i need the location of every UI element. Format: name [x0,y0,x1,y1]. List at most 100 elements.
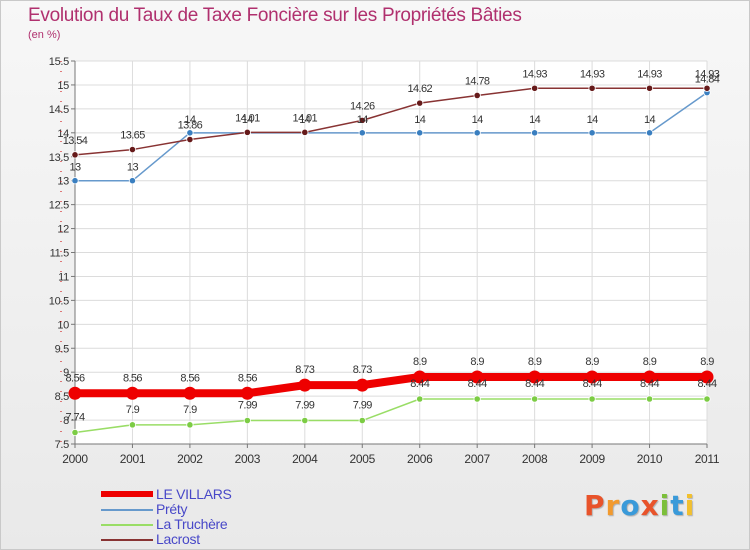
data-point [473,129,481,137]
data-label: 14 [184,114,196,126]
data-point [358,116,366,124]
data-label: 13 [69,162,81,174]
data-label: 14.93 [637,68,662,80]
data-point [71,177,79,185]
data-label: 7.9 [183,404,197,416]
data-point [71,428,79,437]
data-point [128,421,137,429]
y-tick-label: 14 [57,128,69,140]
data-point [531,395,539,403]
data-labels: 13 13 14 14 14 14 14 14 14 14 14 14.84 13.54 13.65 13.… [63,68,721,424]
data-label: 8.73 [295,364,314,376]
x-tick-label: 2000 [62,452,88,466]
data-label: 7.99 [353,400,372,412]
data-point [643,370,657,384]
y-tick-label: 9.5 [55,343,70,355]
data-label: 7.99 [295,400,314,412]
data-point [588,129,596,137]
data-label: 8.44 [640,378,659,390]
y-tick-label: 7.5 [55,439,70,451]
data-point [358,129,366,137]
data-label: 14.84 [695,74,720,86]
y-tick-label: 11 [58,271,69,283]
data-point [298,378,312,392]
data-label: 8.9 [413,356,427,368]
legend-swatch-lacrost [101,539,153,541]
data-point [645,395,654,403]
data-label: 13 [127,162,139,174]
x-tick-label: 2006 [407,452,433,466]
y-tick-label: 10 [57,319,69,331]
data-label: 8.9 [643,356,657,368]
x-tick-label: 2011 [695,452,720,466]
data-label: 8.56 [65,372,84,384]
data-point [473,91,481,100]
data-label: 13.86 [178,120,203,132]
logo-letter: t [670,489,685,522]
x-tick-label: 2005 [350,452,376,466]
data-point [700,370,714,384]
legend-swatch-le-villars [101,491,153,497]
x-tick-label: 2004 [292,452,318,466]
y-tick-label: 8 [63,415,69,427]
data-point [301,416,309,425]
legend-label: Lacrost [156,531,200,547]
data-label: 14.62 [407,83,432,95]
logo-letter: x [640,489,660,522]
data-label: 8.73 [353,364,372,376]
data-label: 7.9 [126,404,140,416]
logo-letter: P [584,489,606,522]
logo-letter: o [620,489,641,522]
y-tick-label: 15 [57,80,69,92]
proxiti-logo: Proxiti [584,489,695,522]
data-point [125,386,139,400]
data-point [243,128,251,136]
data-point [703,84,711,92]
axes: 7.588.599.51010.51111.51212.51313.51414.… [49,56,720,466]
data-point [358,416,366,425]
data-point [183,386,197,400]
legend-label: La Truchère [156,516,228,532]
legend-label: Préty [156,501,188,517]
data-point [240,386,254,400]
data-label: 13.65 [120,130,145,142]
logo-letter: i [684,489,696,522]
x-tick-label: 2010 [637,452,663,466]
data-point [413,370,427,384]
data-point [416,395,424,403]
y-tick-label: 8.5 [55,391,70,403]
data-label: 14.93 [522,68,547,80]
data-label: 14.01 [235,112,260,124]
data-label: 14 [242,114,254,126]
data-point [703,395,711,403]
legend-swatch-prety [101,509,153,511]
y-tick-label: 10.5 [49,295,69,307]
data-label: 13.54 [63,135,88,147]
series-line-0 [75,372,707,398]
data-label: 14 [587,114,599,126]
data-point [68,386,82,400]
data-label: 14 [357,114,369,126]
data-label: 14 [299,114,311,126]
x-tick-label: 2008 [522,452,548,466]
x-tick-label: 2001 [120,452,146,466]
data-label: 14 [529,114,541,126]
data-point [128,145,137,154]
y-tick-label: 12 [57,224,69,236]
grid [74,60,708,445]
data-label: 14 [414,114,426,126]
data-label: 8.56 [180,372,199,384]
data-point [71,151,79,159]
data-point [355,378,369,392]
data-point [128,177,137,185]
legend-label: LE VILLARS [156,486,232,502]
data-label: 14.78 [465,75,490,87]
data-label: 7.74 [65,412,84,424]
y-tick-label: 13.5 [49,152,69,164]
data-label: 8.9 [700,356,714,368]
data-label: 14 [644,114,656,126]
data-label: 14.26 [350,100,375,112]
data-label: 8.9 [470,356,484,368]
